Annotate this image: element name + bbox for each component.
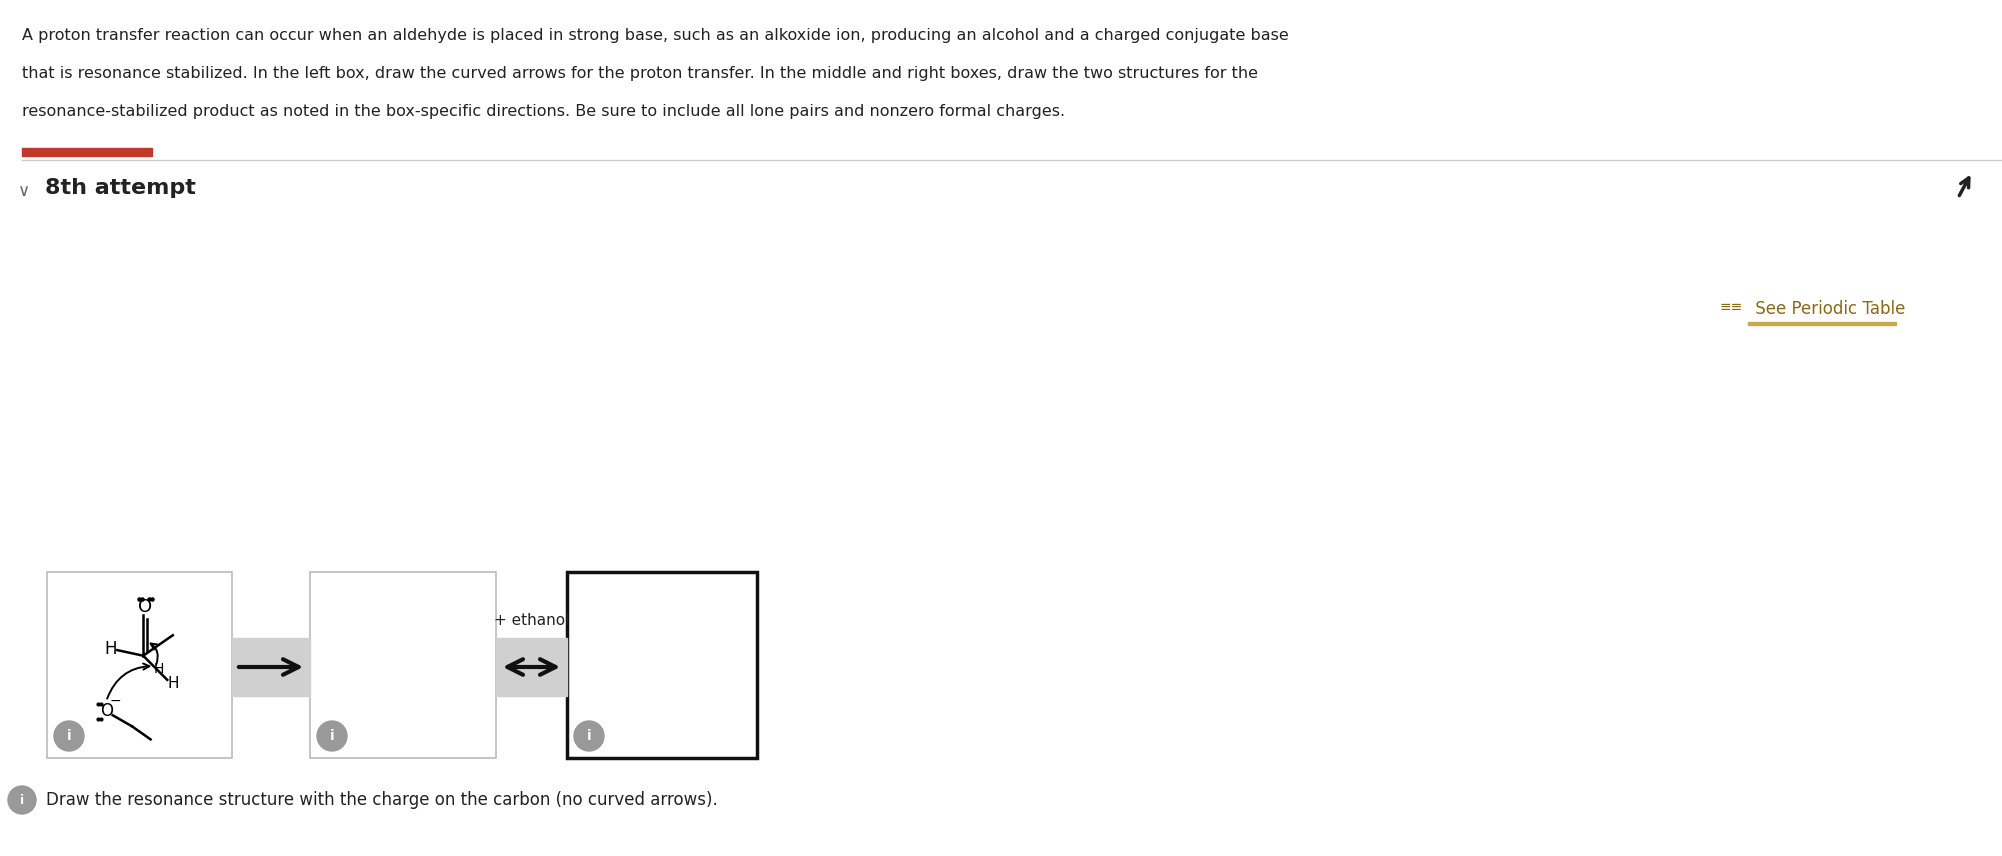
Text: H: H (166, 676, 178, 691)
Text: i: i (66, 729, 72, 743)
Text: −: − (110, 694, 122, 708)
Text: Draw the resonance structure with the charge on the carbon (no curved arrows).: Draw the resonance structure with the ch… (46, 791, 719, 809)
Text: i: i (20, 794, 24, 806)
Text: A proton transfer reaction can occur when an aldehyde is placed in strong base, : A proton transfer reaction can occur whe… (22, 28, 1289, 43)
Circle shape (54, 721, 84, 751)
Text: O: O (138, 598, 152, 616)
Text: H: H (104, 640, 116, 658)
Text: See Periodic Table: See Periodic Table (1750, 300, 1906, 318)
Bar (496, 638, 567, 696)
Circle shape (575, 721, 605, 751)
Bar (567, 572, 757, 758)
Text: + ethanol: + ethanol (494, 613, 569, 628)
Text: i: i (330, 729, 334, 743)
Text: that is resonance stabilized. In the left box, draw the curved arrows for the pr: that is resonance stabilized. In the lef… (22, 66, 1257, 81)
Bar (22, 148, 152, 156)
Text: ∨: ∨ (18, 182, 30, 200)
Bar (232, 638, 310, 696)
Bar (310, 572, 496, 758)
Circle shape (8, 786, 36, 814)
FancyArrowPatch shape (150, 644, 158, 664)
Text: O: O (100, 703, 112, 721)
Circle shape (316, 721, 346, 751)
Text: i: i (587, 729, 591, 743)
Bar (46, 572, 232, 758)
Text: ≡≡: ≡≡ (1720, 300, 1744, 314)
Text: H: H (154, 662, 164, 675)
Text: 8th attempt: 8th attempt (44, 178, 196, 198)
FancyArrowPatch shape (108, 663, 150, 698)
Bar (1748, 322, 1896, 324)
Text: resonance-stabilized product as noted in the box-specific directions. Be sure to: resonance-stabilized product as noted in… (22, 104, 1065, 119)
